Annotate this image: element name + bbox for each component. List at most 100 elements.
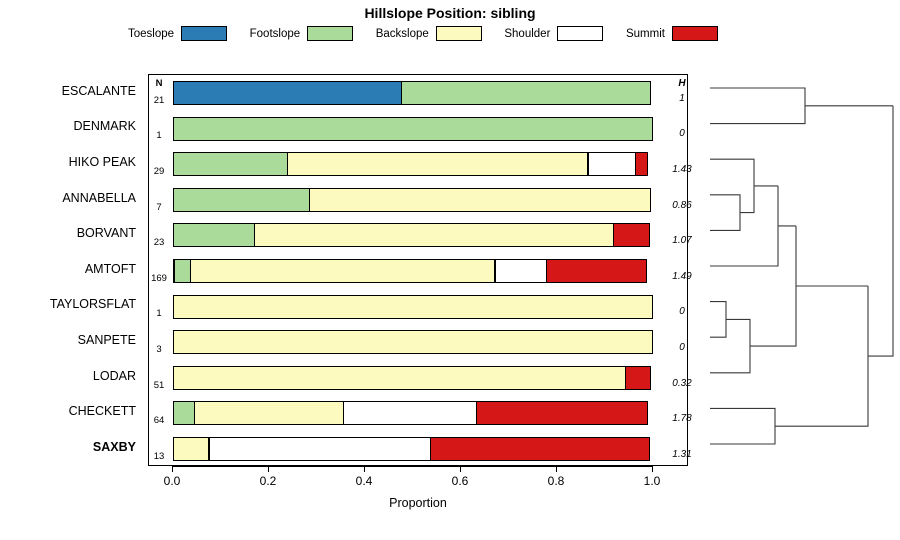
stacked-bar [173, 187, 653, 212]
x-axis-tick [364, 466, 365, 472]
legend-entry-footslope: Footslope [250, 26, 354, 41]
bar-segment-toeslope [173, 81, 403, 105]
dendro-link-amtoft-cluster [710, 185, 779, 267]
x-axis: Proportion 0.0 0.2 0.4 0.6 0.8 1.0 [148, 466, 688, 520]
bar-segment-backslope [173, 330, 653, 355]
series-label: HIKO PEAK [68, 155, 136, 169]
legend-entry-toeslope: Toeslope [128, 26, 228, 41]
bar-row [149, 182, 689, 218]
bar-segment-summit [545, 259, 647, 283]
dendrogram-svg [710, 87, 894, 445]
h-column-header: H [678, 78, 686, 89]
h-value: 0 [679, 128, 685, 140]
bar-segment-footslope [173, 152, 289, 177]
h-value: 1.78 [672, 413, 692, 425]
n-value: 7 [156, 201, 162, 213]
dendro-link-checkett-saxby [710, 407, 776, 445]
bar-row [149, 324, 689, 360]
stacked-bar [173, 437, 653, 461]
bar-row [149, 289, 689, 325]
series-label: AMTOFT [84, 261, 136, 276]
x-axis-tick [460, 466, 461, 472]
dendro-link-taylorsflat-sanpete [710, 301, 727, 338]
n-value: 169 [151, 272, 167, 284]
legend-entry-shoulder: Shoulder [504, 26, 604, 41]
h-value: 1.31 [672, 448, 692, 460]
dendro-link-annabella-borvant [710, 194, 741, 231]
bar-segment-backslope [193, 401, 345, 426]
bar-segment-backslope [189, 259, 496, 283]
chart-title: Hillslope Position: sibling [364, 5, 536, 21]
bar-segment-summit [475, 401, 649, 426]
h-value: 1.49 [672, 270, 692, 282]
bar-segment-summit [635, 152, 649, 177]
legend-entry-backslope: Backslope [376, 26, 482, 41]
bar-segment-footslope [173, 187, 311, 212]
h-value: 0.32 [672, 377, 692, 389]
n-value: 13 [153, 450, 165, 462]
bar-segment-backslope [287, 152, 589, 177]
legend-swatch-footslope [307, 26, 354, 41]
dendro-link-hikopeak-cluster [710, 158, 755, 214]
series-label: DENMARK [73, 119, 136, 134]
x-axis-tick-label: 0.2 [259, 474, 277, 488]
legend-label-summit: Summit [625, 27, 665, 40]
h-value: 1 [679, 92, 685, 104]
dendrogram [700, 70, 900, 470]
x-axis-tick-label: 1.0 [643, 474, 661, 488]
series-label: CHECKETT [68, 404, 136, 419]
bar-row [149, 253, 689, 289]
n-column-header: N [155, 78, 163, 89]
h-value: 0 [679, 306, 685, 318]
stacked-bar [173, 116, 653, 141]
bar-segment-backslope [173, 437, 210, 461]
stacked-bar [173, 330, 653, 355]
bar-segment-backslope [309, 187, 652, 212]
h-value: 1.07 [672, 235, 692, 247]
x-axis-tick-label: 0.6 [451, 474, 469, 488]
bar-segment-shoulder [586, 152, 637, 177]
series-label: BORVANT [76, 226, 136, 241]
bar-segment-summit [612, 223, 650, 248]
legend: Toeslope Footslope Backslope Shoulder Su… [128, 25, 718, 42]
bar-segment-footslope [173, 223, 257, 248]
bar-segment-shoulder [208, 437, 433, 461]
n-value: 21 [153, 94, 165, 106]
x-axis-tick-label: 0.4 [355, 474, 373, 488]
legend-swatch-backslope [435, 26, 482, 41]
legend-swatch-shoulder [557, 26, 604, 41]
stacked-bar [173, 294, 653, 319]
dendro-link-escalante-denmark [710, 87, 806, 125]
bar-segment-footslope [173, 401, 196, 426]
series-label: ESCALANTE [61, 83, 136, 98]
plot-area [148, 74, 688, 466]
n-value: 64 [153, 415, 165, 427]
dendro-link-lower-join [775, 285, 869, 427]
stacked-bar [173, 152, 653, 177]
n-value: 23 [153, 237, 165, 249]
n-column: N 21 1 29 7 23 169 1 3 51 64 13 [148, 74, 174, 466]
bar-row [149, 360, 689, 396]
bar-segment-footslope [173, 116, 653, 141]
bar-row [149, 111, 689, 147]
n-value: 51 [153, 379, 165, 391]
series-label: ANNABELLA [62, 190, 136, 205]
x-axis-line [172, 466, 652, 467]
dendro-link-root [805, 105, 894, 357]
x-axis-tick [556, 466, 557, 472]
bar-segment-shoulder [342, 401, 478, 426]
stacked-bar [173, 259, 653, 283]
legend-swatch-summit [671, 26, 718, 41]
n-value: 1 [156, 308, 162, 320]
legend-label-shoulder: Shoulder [504, 27, 551, 40]
stacked-bar [173, 401, 653, 426]
bar-segment-summit [625, 365, 652, 390]
bar-segment-footslope [174, 259, 192, 283]
x-axis-tick-label: 0.0 [163, 474, 181, 488]
bar-segment-backslope [173, 365, 627, 390]
x-axis-tick [652, 466, 653, 472]
x-axis-tick [268, 466, 269, 472]
bar-row [149, 217, 689, 253]
n-value: 3 [156, 344, 162, 355]
